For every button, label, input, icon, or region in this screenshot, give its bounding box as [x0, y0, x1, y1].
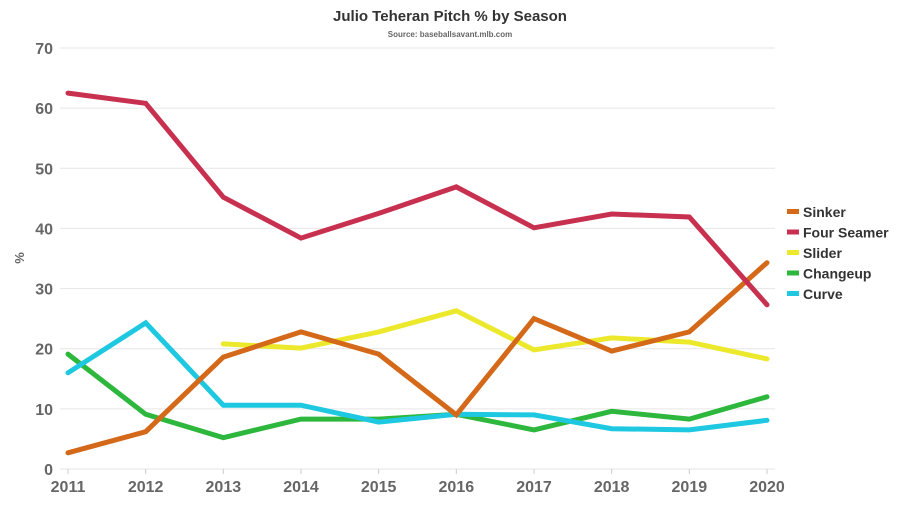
x-tick-label: 2019 [672, 479, 708, 496]
x-tick-label: 2020 [749, 479, 785, 496]
legend-item-curve[interactable]: Curve [787, 286, 843, 302]
legend-label: Four Seamer [803, 225, 889, 241]
series-line-sinker [65, 260, 770, 456]
x-tick-label: 2016 [439, 479, 475, 496]
legend-item-changeup[interactable]: Changeup [787, 266, 871, 282]
y-tick-label: 10 [35, 402, 53, 419]
y-tick-label: 50 [35, 161, 53, 178]
x-axis-ticks: 2011 2012 2013 2014 2015 2016 2017 2018 2019 2020 [51, 469, 785, 496]
legend-item-slider[interactable]: Slider [787, 245, 842, 261]
x-tick-label: 2014 [283, 479, 319, 496]
legend-swatch [787, 270, 799, 276]
legend-swatch [787, 250, 799, 255]
y-axis-ticks: 0 10 20 30 40 50 60 70 [35, 41, 53, 479]
legend-swatch [787, 291, 799, 296]
legend-label: Curve [803, 286, 843, 302]
y-tick-label: 30 [35, 282, 53, 299]
legend: Sinker Four Seamer Slider Changeup Curve [787, 204, 889, 302]
y-tick-label: 60 [35, 101, 53, 118]
chart-title: Julio Teheran Pitch % by Season [333, 8, 567, 25]
y-axis-label: % [12, 252, 27, 264]
chart-subtitle: Source: baseballsavant.mlb.com [388, 30, 513, 39]
x-tick-label: 2013 [206, 479, 242, 496]
legend-label: Changeup [803, 266, 871, 282]
x-tick-label: 2018 [594, 479, 630, 496]
x-tick-label: 2015 [361, 479, 397, 496]
y-tick-label: 70 [35, 41, 53, 58]
legend-swatch [787, 229, 799, 235]
legend-swatch [787, 209, 799, 214]
x-tick-label: 2012 [128, 479, 164, 496]
y-tick-label: 40 [35, 221, 53, 238]
legend-item-four-seamer[interactable]: Four Seamer [787, 225, 889, 241]
series-lines [65, 90, 770, 456]
series-line-slider [220, 308, 770, 362]
series-line-changeup [65, 351, 770, 441]
series-line-curve [65, 319, 770, 433]
x-tick-label: 2017 [516, 479, 552, 496]
legend-label: Slider [803, 245, 842, 261]
x-tick-label: 2011 [51, 479, 86, 496]
legend-label: Sinker [803, 204, 846, 220]
legend-item-sinker[interactable]: Sinker [787, 204, 846, 220]
y-tick-label: 20 [35, 342, 53, 359]
series-line-four-seamer [65, 90, 770, 308]
y-tick-label: 0 [44, 462, 53, 479]
gridlines [60, 47, 775, 470]
